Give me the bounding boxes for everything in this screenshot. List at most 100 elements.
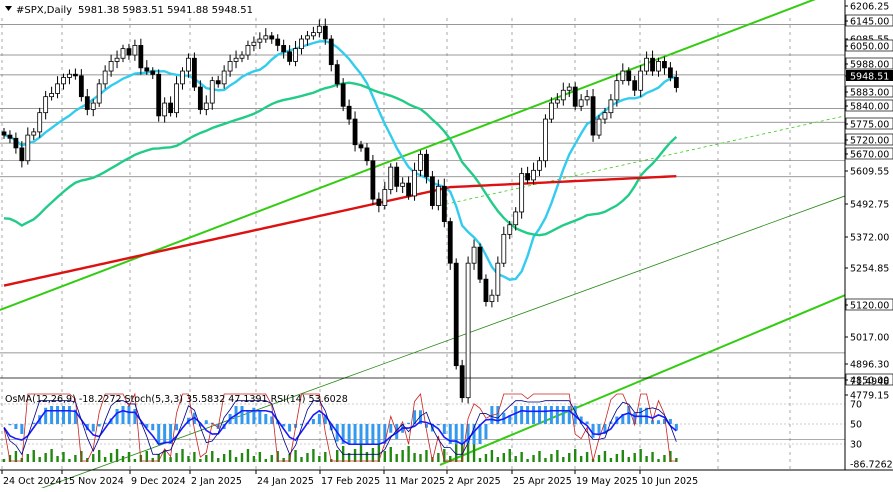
osma-bar — [67, 406, 71, 424]
osma-bar — [478, 424, 482, 444]
osma-bar — [371, 424, 375, 444]
ma-fast-line — [3, 39, 677, 281]
osma-bar — [14, 424, 18, 429]
candle-body — [150, 70, 156, 75]
osma-bar — [198, 424, 202, 427]
current-price-box — [846, 70, 893, 81]
volume-bar — [478, 458, 482, 462]
osma-bar — [240, 406, 244, 424]
volume-bar — [234, 457, 238, 462]
rsi-line — [3, 409, 677, 446]
candle-body — [310, 32, 316, 37]
channel-line — [30, 195, 846, 492]
time-tick-label: 10 Jun 2025 — [641, 476, 698, 487]
volume-bar — [252, 456, 256, 462]
osma-bar — [121, 406, 125, 424]
volume-bar — [484, 454, 488, 462]
candle-body — [31, 131, 37, 136]
candle-body — [144, 67, 150, 72]
triangle-down-icon[interactable] — [5, 6, 12, 11]
osma-bar — [621, 414, 625, 424]
volume-bar — [466, 437, 470, 462]
price-tick-label: 5492.75 — [850, 200, 889, 211]
osma-bar — [157, 424, 161, 444]
candle-body — [620, 70, 626, 82]
osma-bar — [496, 406, 500, 424]
candle-body — [501, 233, 507, 264]
osma-bar — [383, 424, 387, 444]
osma-bar — [288, 424, 292, 432]
time-axis: 24 Oct 2024 15 Nov 2024 9 Dec 2024 2 Jan 20… — [1, 470, 698, 487]
candle-body — [197, 86, 203, 110]
price-tick-label: 5609.55 — [850, 167, 889, 178]
price-tick-label: 5120.00 — [850, 301, 889, 312]
volume-bar — [306, 453, 309, 462]
osma-bar — [657, 420, 660, 424]
osma-bar — [543, 406, 547, 424]
candle-body — [400, 182, 406, 187]
volume-bar — [615, 454, 619, 462]
candle-body — [126, 48, 132, 56]
price-axis: 6206.256145.006085.556050.005988.005948.… — [0, 0, 893, 471]
volume-bar — [675, 458, 678, 462]
candle-body — [227, 61, 233, 72]
volume-bar — [443, 449, 446, 462]
candle-body — [566, 86, 572, 91]
volume-bar — [14, 451, 18, 462]
candle-body — [49, 93, 54, 98]
time-tick-label: 19 May 2025 — [576, 476, 638, 487]
osma-bar — [270, 416, 274, 424]
volume-bar — [544, 458, 547, 462]
candle-body — [358, 144, 364, 149]
candle-body — [483, 278, 489, 303]
candle-body — [376, 198, 382, 206]
osma-bar — [484, 424, 488, 439]
candle-body — [662, 61, 667, 69]
volume-bar — [187, 456, 190, 462]
price-tick-label: 5254.85 — [850, 264, 889, 275]
osma-bar — [139, 422, 143, 424]
volume-bar — [574, 449, 577, 462]
volume-bar — [32, 450, 35, 462]
candle-body — [281, 45, 287, 53]
candle-body — [221, 70, 227, 85]
volume-bar — [270, 455, 273, 462]
stoch-signal-line — [3, 392, 677, 462]
osma-bar — [424, 424, 428, 428]
chart-header: #SPX,Daily 5981.38 5983.51 5941.88 5948.… — [5, 5, 253, 16]
volume-bar — [353, 449, 357, 462]
price-tick-label: 5840.00 — [850, 102, 889, 113]
osma-bar — [311, 419, 315, 424]
candle-body — [644, 57, 649, 72]
candles — [1, 18, 679, 404]
candle-body — [305, 35, 310, 40]
time-tick-label: 25 Apr 2025 — [513, 476, 572, 487]
osma-bar — [145, 424, 149, 428]
time-tick-label: 11 Mar 2025 — [385, 476, 445, 487]
price-tick-label: 5670.00 — [850, 150, 889, 161]
osma-bar — [300, 424, 303, 426]
indicator-tick-label: 30 — [850, 440, 862, 451]
volume-bar — [651, 452, 654, 462]
volume-bar — [407, 446, 410, 462]
candle-body — [572, 86, 578, 107]
candle-body — [340, 83, 346, 107]
osma-bar — [407, 422, 411, 424]
volume-bar — [26, 454, 29, 462]
candle-body — [519, 173, 525, 213]
candle-body — [459, 365, 465, 399]
candle-body — [19, 147, 25, 162]
volume-bar — [121, 456, 125, 462]
osma-bar — [454, 424, 458, 444]
osma-bar — [377, 424, 381, 444]
volume-bar — [496, 457, 500, 462]
osma-bar — [448, 424, 452, 444]
ohlc-readout: 5981.38 5983.51 5941.88 5948.51 — [78, 5, 253, 16]
candle-body — [614, 80, 620, 101]
osma-bar — [436, 424, 440, 426]
volume-bar — [347, 453, 351, 462]
osma-bar — [103, 422, 107, 424]
volume-bar — [145, 451, 148, 462]
